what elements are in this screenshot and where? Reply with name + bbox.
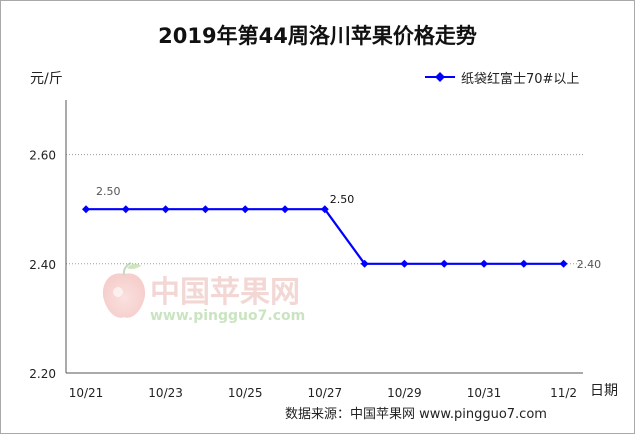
watermark-text: 中国苹果网: [150, 275, 300, 310]
data-point-11: [519, 259, 528, 268]
x-tick-label-2: 10/25: [228, 386, 263, 400]
watermark: 中国苹果网 www.pingguo7.com: [102, 262, 305, 324]
x-axis-label: 日期: [590, 383, 618, 399]
data-label-0: 2.50: [96, 185, 121, 198]
y-tick-label-1: 2.40: [29, 258, 56, 272]
x-tick-label-4: 10/29: [387, 386, 422, 400]
x-tick-label-3: 10/27: [308, 386, 343, 400]
y-axis-label: 元/斤: [30, 71, 63, 87]
x-tick-label-6: 11/2: [550, 386, 577, 400]
y-tick-label-0: 2.20: [29, 367, 56, 381]
legend: 纸袋红富士70#以上: [425, 68, 580, 87]
data-point-5: [281, 205, 289, 214]
x-tick-label-1: 10/23: [148, 386, 183, 400]
data-point-12: [559, 259, 568, 268]
data-label-2: 2.40: [577, 258, 602, 271]
data-point-1: [121, 205, 130, 214]
x-tick-label-5: 10/31: [467, 386, 502, 400]
legend-swatch: [425, 72, 455, 82]
x-tick-label-0: 10/21: [69, 386, 104, 400]
data-source: 数据来源：中国苹果网 www.pingguo7.com: [285, 407, 547, 422]
watermark-apple-icon: [102, 262, 146, 318]
watermark-url: www.pingguo7.com: [150, 308, 305, 324]
data-point-4: [241, 205, 250, 214]
series-line-0: [86, 208, 564, 265]
data-point-0: [82, 205, 90, 214]
data-point-9: [440, 259, 449, 268]
data-point-2: [161, 205, 170, 214]
data-label-1: 2.50: [330, 193, 355, 206]
data-point-6: [320, 205, 329, 214]
legend-label: 纸袋红富士70#以上: [461, 71, 580, 87]
data-point-7: [360, 259, 369, 268]
data-point-10: [480, 259, 488, 268]
data-point-3: [201, 205, 210, 214]
y-tick-label-2: 2.60: [29, 149, 56, 163]
chart-title: 2019年第44周洛川苹果价格走势: [158, 24, 477, 48]
data-point-8: [400, 259, 409, 268]
